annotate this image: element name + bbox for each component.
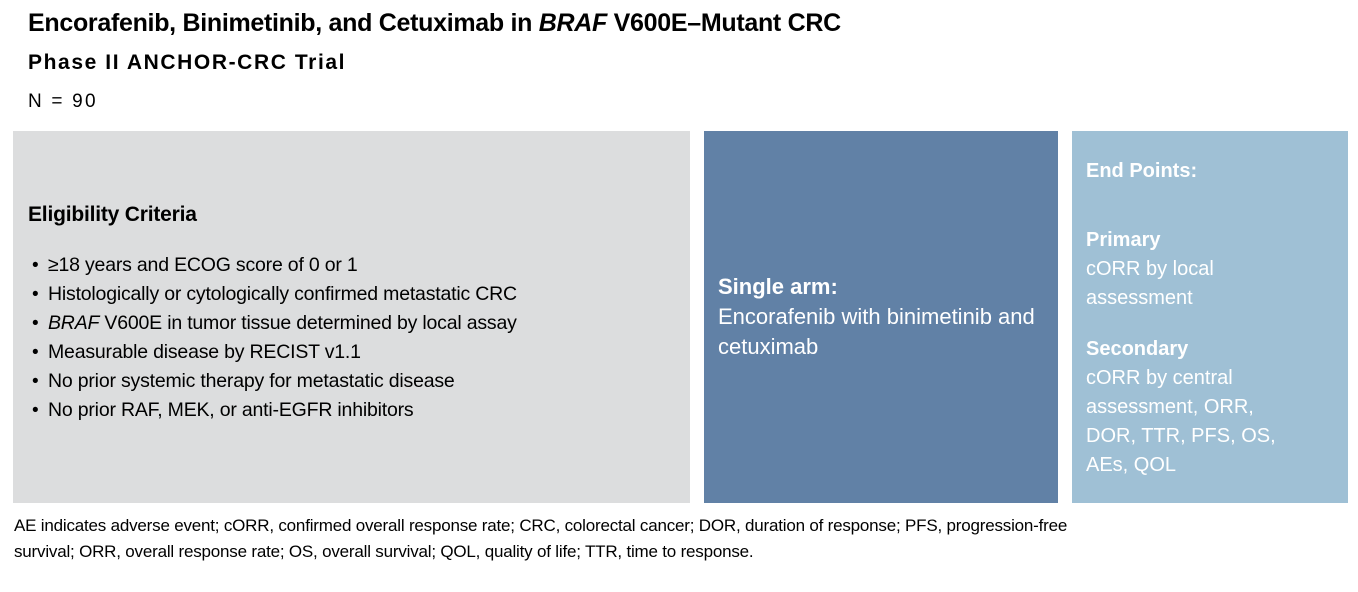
eligibility-bullet: ≥18 years and ECOG score of 0 or 1 xyxy=(28,251,680,280)
primary-endpoint-text: cORR by local assessment xyxy=(1086,258,1214,309)
eligibility-bullet: No prior systemic therapy for metastatic… xyxy=(28,367,680,396)
primary-endpoint-section: Primary cORR by local assessment xyxy=(1086,226,1298,313)
footnote-line-1: AE indicates adverse event; cORR, confir… xyxy=(14,516,1068,535)
eligibility-bullet: BRAF V600E in tumor tissue determined by… xyxy=(28,309,680,338)
eligibility-bullet: Measurable disease by RECIST v1.1 xyxy=(28,338,680,367)
eligibility-bullet: No prior RAF, MEK, or anti-EGFR inhibito… xyxy=(28,396,680,425)
title-prefix: Encorafenib, Binimetinib, and Cetuximab … xyxy=(28,9,539,37)
arm-regimen-text: Encorafenib with binimetinib and cetuxim… xyxy=(718,304,1035,359)
page-title: Encorafenib, Binimetinib, and Cetuximab … xyxy=(28,9,841,38)
secondary-endpoint-section: Secondary cORR by central assessment, OR… xyxy=(1086,335,1298,480)
eligibility-heading: Eligibility Criteria xyxy=(28,203,197,226)
endpoints-heading: End Points: xyxy=(1086,160,1198,182)
endpoints-panel: End Points: Primary cORR by local assess… xyxy=(1072,131,1348,503)
secondary-endpoint-text: cORR by central assessment, ORR, DOR, TT… xyxy=(1086,367,1276,476)
arm-label: Single arm: xyxy=(718,274,838,299)
treatment-arm-panel: Single arm: Encorafenib with binimetinib… xyxy=(704,131,1058,503)
trial-subtitle: Phase II ANCHOR-CRC Trial xyxy=(28,51,347,74)
primary-endpoint-label: Primary xyxy=(1086,229,1161,251)
eligibility-panel: Eligibility Criteria ≥18 years and ECOG … xyxy=(13,131,690,503)
eligibility-bullet: Histologically or cytologically confirme… xyxy=(28,280,680,309)
abbreviation-footnote: AE indicates adverse event; cORR, confir… xyxy=(14,513,1067,565)
eligibility-list: ≥18 years and ECOG score of 0 or 1 Histo… xyxy=(28,251,680,425)
sample-size: N = 90 xyxy=(28,91,98,112)
footnote-line-2: survival; ORR, overall response rate; OS… xyxy=(14,542,754,561)
secondary-endpoint-label: Secondary xyxy=(1086,338,1189,360)
title-suffix: V600E–Mutant CRC xyxy=(607,9,842,37)
title-gene-italic: BRAF xyxy=(538,9,608,37)
